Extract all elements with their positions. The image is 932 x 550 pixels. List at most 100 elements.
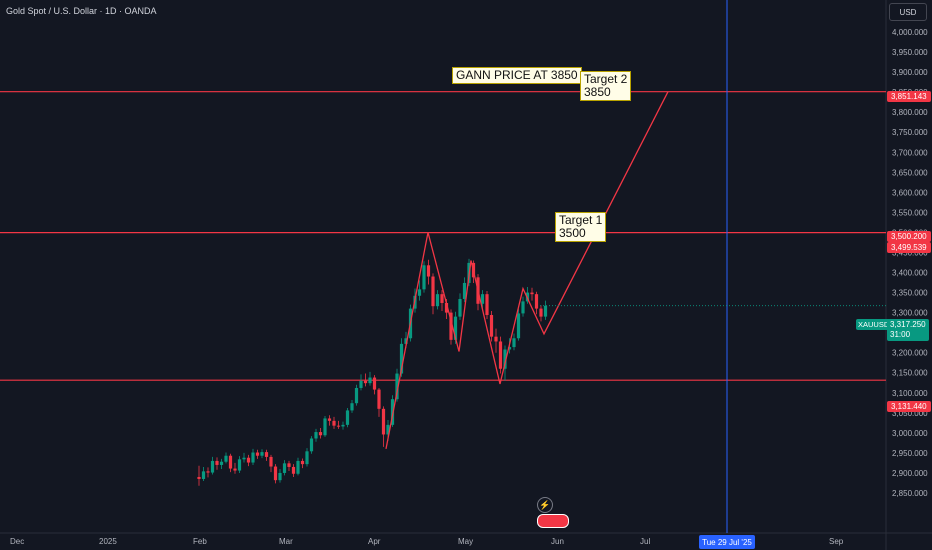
candle-body [521,301,525,314]
candle-body [381,408,386,435]
candle-body [215,460,219,465]
level-label-3500-200: 3,500.200 [887,231,931,242]
x-tick-label: Apr [368,537,381,546]
economic-events-icon[interactable] [537,514,569,528]
lightning-event-icon[interactable]: ⚡ [537,497,553,513]
candle-body [282,463,287,473]
y-tick-label: 3,800.000 [892,108,928,117]
candle-body [269,456,273,467]
y-tick-label: 3,900.000 [892,68,928,77]
candle-body [489,315,494,337]
candle-body [516,313,521,339]
candle-body [458,298,462,317]
candle-body [233,468,237,471]
candle-body [260,452,264,456]
time-axis[interactable]: Dec 2025 Feb Mar Apr May Jun Jul Sep [0,532,932,546]
x-tick-label: Feb [193,537,207,546]
x-tick-label: May [458,537,473,546]
candle-body [503,349,507,369]
candle-body [345,410,350,425]
candle-body [417,289,422,296]
candle-body [255,452,260,456]
level-label-3851: 3,851.143 [887,91,931,102]
candle-body [534,294,539,309]
level-label-3131: 3,131.440 [887,401,931,412]
candle-body [399,343,404,374]
candle-body [219,461,224,465]
candle-body [206,471,210,473]
symbol-tag: XAUUSD [856,319,892,330]
candle-body [431,276,435,307]
candle-body [359,380,363,388]
annotation-target-1[interactable]: Target 1 3500 [555,212,607,242]
candle-body [251,452,255,463]
candle-body [539,308,543,317]
candle-body [350,403,354,411]
candle-body [341,424,345,427]
x-tick-label: Jul [640,537,650,546]
candle-body [287,463,291,467]
y-tick-label: 2,950.000 [892,449,928,458]
y-tick-label: 3,150.000 [892,369,928,378]
candle-body [368,377,372,384]
chart-title: Gold Spot / U.S. Dollar · 1D · OANDA [6,6,157,16]
candle-body [386,424,390,435]
candle-body [318,432,323,436]
y-tick-label: 3,750.000 [892,128,928,137]
zigzag-path [385,91,669,450]
candle-body [435,294,440,307]
candle-body [404,338,408,344]
horizontal-levels[interactable] [0,91,886,381]
candle-body [530,292,534,295]
candle-body [296,460,300,474]
candle-body [264,452,269,457]
candle-body [395,373,399,400]
candle-body [422,265,426,290]
last-price-value: 3,317.250 [890,320,926,329]
price-axis[interactable]: 2,850.000 2,900.000 2,950.000 3,000.000 3,05… [885,0,932,550]
candle-body [426,265,431,277]
candle-body [336,425,341,427]
annotation-gann[interactable]: GANN PRICE AT 3850 [452,67,582,84]
candle-body [377,389,381,409]
y-tick-label: 3,300.000 [892,309,928,318]
annotation-target-2[interactable]: Target 2 3850 [580,71,632,101]
candle-body [201,471,206,479]
candle-body [273,466,278,481]
candle-body [305,451,309,465]
candle-body [314,432,318,439]
candles-group [197,258,548,486]
candle-body [494,336,498,342]
candle-body [444,302,449,313]
candle-body [498,341,503,369]
x-tick-label: Dec [10,537,24,546]
candle-body [507,347,512,350]
candle-body [242,457,246,460]
candle-body [332,420,336,426]
cursor-date-tag: Tue 29 Jul '25 [699,535,755,549]
y-tick-label: 4,000.000 [892,28,928,37]
candle-body [372,377,377,390]
y-tick-label: 3,350.000 [892,289,928,298]
y-tick-label: 3,650.000 [892,168,928,177]
x-tick-label: Mar [279,537,293,546]
x-tick-label: 2025 [99,537,117,546]
zigzag-drawing[interactable] [385,91,669,450]
y-tick-label: 3,200.000 [892,349,928,358]
x-tick-label: Sep [829,537,844,546]
candle-body [440,294,444,303]
currency-button[interactable]: USD [889,3,927,21]
last-price-tag: 3,317.250 31:00 [887,319,929,341]
y-tick-label: 3,400.000 [892,269,928,278]
candle-body [197,476,201,479]
candle-body [354,387,359,404]
y-tick-label: 3,700.000 [892,148,928,157]
candle-body [462,282,467,299]
candle-body [278,472,282,481]
candle-body [363,380,368,384]
candle-body [246,457,251,463]
candle-body [323,418,327,436]
candle-body [291,466,296,474]
y-tick-label: 3,600.000 [892,188,928,197]
candle-body [309,438,314,452]
